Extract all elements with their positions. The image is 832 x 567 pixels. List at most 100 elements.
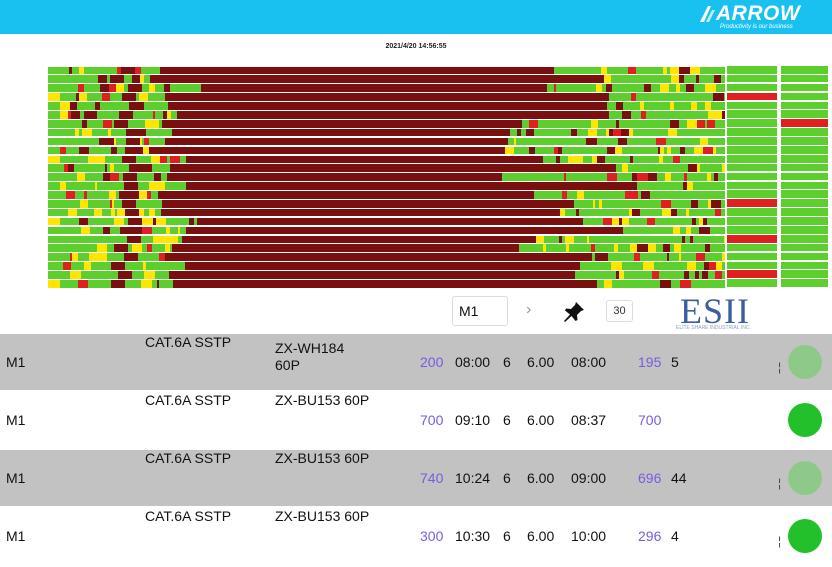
metric-bar bbox=[727, 92, 777, 101]
metric-bar bbox=[781, 181, 828, 190]
timeline-row bbox=[60, 182, 725, 191]
row-label bbox=[2, 279, 48, 288]
utilization-column bbox=[727, 60, 777, 288]
row-label bbox=[2, 164, 48, 173]
status-indicator-icon bbox=[788, 403, 822, 437]
status-cell bbox=[48, 235, 60, 244]
status-cell bbox=[48, 253, 60, 262]
shift-count: 6 bbox=[503, 354, 511, 370]
row-label bbox=[2, 208, 48, 217]
row-label bbox=[2, 119, 48, 128]
cable-type: CAT.6A SSTP bbox=[145, 392, 232, 408]
machine-name: M1 bbox=[6, 470, 26, 486]
start-time: 10:24 bbox=[455, 470, 491, 486]
row-label bbox=[2, 262, 48, 271]
metric-bar bbox=[781, 190, 828, 199]
row-label bbox=[2, 235, 48, 244]
status-cell bbox=[48, 119, 60, 128]
metric-bar bbox=[727, 181, 777, 190]
status-cell bbox=[48, 182, 60, 191]
end-time: 10:00 bbox=[571, 528, 607, 544]
status-cell bbox=[48, 262, 60, 271]
status-cell bbox=[48, 66, 60, 75]
end-time: 09:00 bbox=[571, 470, 607, 486]
completed-qty: 700 bbox=[638, 412, 662, 428]
timeline-row bbox=[60, 235, 725, 244]
metric-bar bbox=[781, 217, 828, 225]
metric-bar bbox=[781, 119, 828, 127]
chevron-right-icon[interactable]: › bbox=[526, 301, 532, 318]
remaining-qty: 44 bbox=[671, 470, 687, 486]
row-label bbox=[2, 155, 48, 164]
metric-bar bbox=[781, 137, 828, 145]
rate-value: 6.00 bbox=[527, 412, 555, 428]
metric-bar bbox=[727, 190, 777, 199]
shift-count: 6 bbox=[503, 528, 511, 544]
row-label bbox=[2, 217, 48, 226]
work-order-row[interactable]: M1 CAT.6A SSTP 300 10:30 6 6.00 10:00 296 4 ZX-BU… bbox=[0, 508, 832, 564]
timeline-row bbox=[60, 173, 725, 182]
timeline-row bbox=[60, 146, 725, 155]
planned-qty: 740 bbox=[420, 470, 444, 486]
completed-qty: 696 bbox=[638, 470, 662, 486]
status-cell bbox=[48, 155, 60, 164]
remaining-qty: 4 bbox=[671, 528, 679, 544]
row-label bbox=[2, 146, 48, 155]
shift-count: 6 bbox=[503, 412, 511, 428]
metric-bar bbox=[727, 66, 777, 74]
status-cell bbox=[48, 217, 60, 226]
metric-bar bbox=[781, 279, 828, 287]
status-cell bbox=[48, 199, 60, 208]
pin-icon[interactable] bbox=[562, 300, 586, 324]
machine-row-labels bbox=[2, 66, 48, 288]
row-label bbox=[2, 190, 48, 199]
work-order-row[interactable]: M1 CAT.6A SSTP 700 09:10 6 6.00 08:37 700 ZX-BU1… bbox=[0, 392, 832, 448]
metric-bar bbox=[781, 172, 828, 181]
metric-bar bbox=[727, 252, 777, 261]
status-cell bbox=[48, 190, 60, 199]
shift-count: 6 bbox=[503, 470, 511, 486]
metric-bar bbox=[727, 270, 777, 279]
row-separator-mark: ¦ bbox=[778, 476, 782, 490]
metric-bar bbox=[781, 208, 828, 216]
row-separator-mark: ¦ bbox=[778, 360, 782, 374]
metric-bar bbox=[727, 226, 777, 234]
work-order-row[interactable]: M1 CAT.6A SSTP 740 10:24 6 6.00 09:00 696 44 ZX-B… bbox=[0, 450, 832, 506]
row-label bbox=[2, 110, 48, 119]
count-box[interactable]: 30 bbox=[606, 300, 633, 322]
machine-select[interactable]: M1 bbox=[452, 296, 508, 326]
rate-value: 6.00 bbox=[527, 528, 555, 544]
status-cell bbox=[48, 270, 60, 279]
metric-bar bbox=[727, 83, 777, 92]
metric-bar bbox=[781, 261, 828, 270]
timeline-row bbox=[60, 244, 725, 253]
timeline-row bbox=[60, 164, 725, 173]
planned-qty: 200 bbox=[420, 354, 444, 370]
row-label bbox=[2, 253, 48, 262]
metric-bar bbox=[727, 243, 777, 252]
metric-bar bbox=[727, 279, 777, 287]
metric-bar bbox=[781, 199, 828, 207]
row-label bbox=[2, 84, 48, 93]
planned-qty: 700 bbox=[420, 412, 444, 428]
start-time: 10:30 bbox=[455, 528, 491, 544]
arrow-logo-mark-icon bbox=[700, 6, 715, 22]
status-cell bbox=[48, 128, 60, 137]
row-label bbox=[2, 173, 48, 182]
metric-bar bbox=[781, 110, 828, 119]
status-cell bbox=[48, 102, 60, 111]
status-cell bbox=[48, 279, 60, 288]
rate-value: 6.00 bbox=[527, 354, 555, 370]
machine-name: M1 bbox=[6, 528, 26, 544]
work-order-row[interactable]: M1 CAT.6A SSTP 200 08:00 6 6.00 08:00 195 5 ZX-WH… bbox=[0, 334, 832, 390]
chart-timestamp: 2021/4/20 14:56:55 bbox=[385, 43, 447, 50]
esii-logo-subtitle: ELITE SHARE INDUSTRIAL INC. bbox=[676, 325, 751, 331]
timeline-row bbox=[60, 208, 725, 217]
metric-bar bbox=[727, 163, 777, 172]
timeline-row bbox=[60, 102, 725, 111]
yield-column bbox=[781, 60, 828, 288]
part-number: ZX-BU153 60P bbox=[275, 508, 370, 524]
cable-type: CAT.6A SSTP bbox=[145, 334, 232, 350]
timeline-row bbox=[60, 75, 725, 84]
timeline-row bbox=[60, 262, 725, 271]
